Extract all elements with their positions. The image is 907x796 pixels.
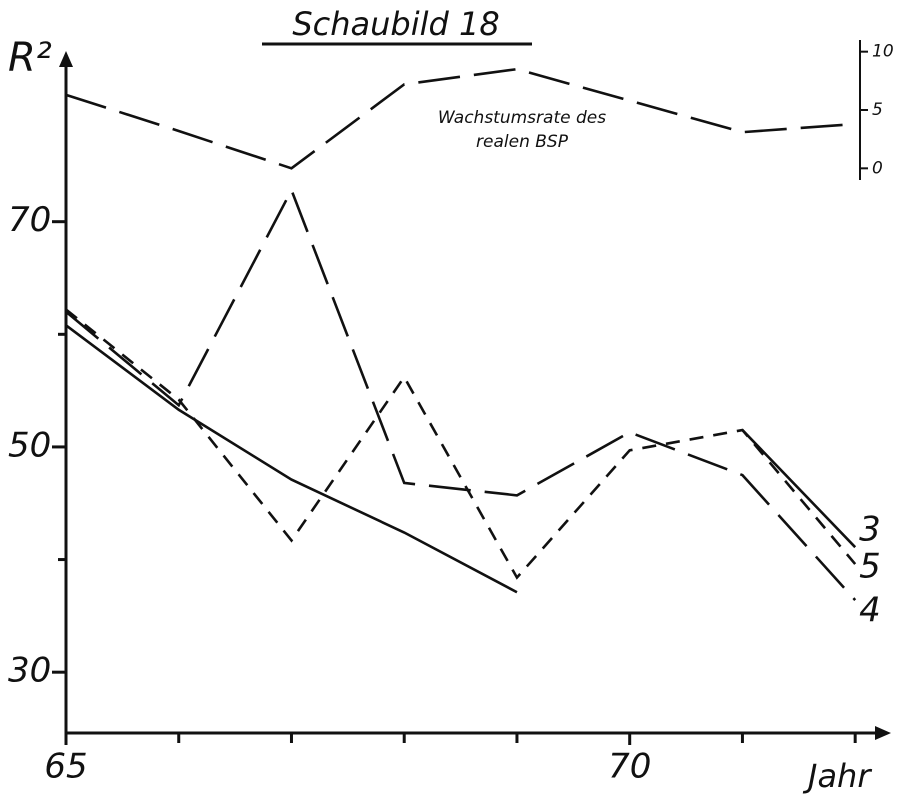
x-tick-label: 70 (608, 747, 651, 787)
series-line (65, 324, 857, 594)
x-tick-label: 65 (44, 747, 87, 787)
x-axis-arrow (875, 726, 891, 740)
x-axis-label: Jahr (802, 757, 872, 795)
y-tick-label: 30 (8, 651, 51, 691)
growth-line (65, 67, 856, 170)
y2-tick-label: 0 (872, 158, 883, 178)
y-tick-label: 70 (8, 200, 51, 240)
annotation: Wachstumsrate des (438, 108, 606, 128)
y-axis-label: R² (8, 35, 52, 81)
series-label: 5 (859, 547, 881, 587)
series-label: 3 (859, 510, 881, 550)
chart-title: Schaubild 18 (292, 5, 499, 43)
series-line (65, 187, 857, 601)
y2-tick-label: 5 (872, 100, 883, 120)
series-line (65, 308, 857, 580)
y-tick-label: 50 (8, 425, 51, 465)
y-axis-arrow (59, 51, 73, 67)
series-label: 4 (859, 591, 881, 631)
annotation: realen BSP (476, 132, 569, 152)
y2-tick-label: 10 (872, 42, 894, 62)
